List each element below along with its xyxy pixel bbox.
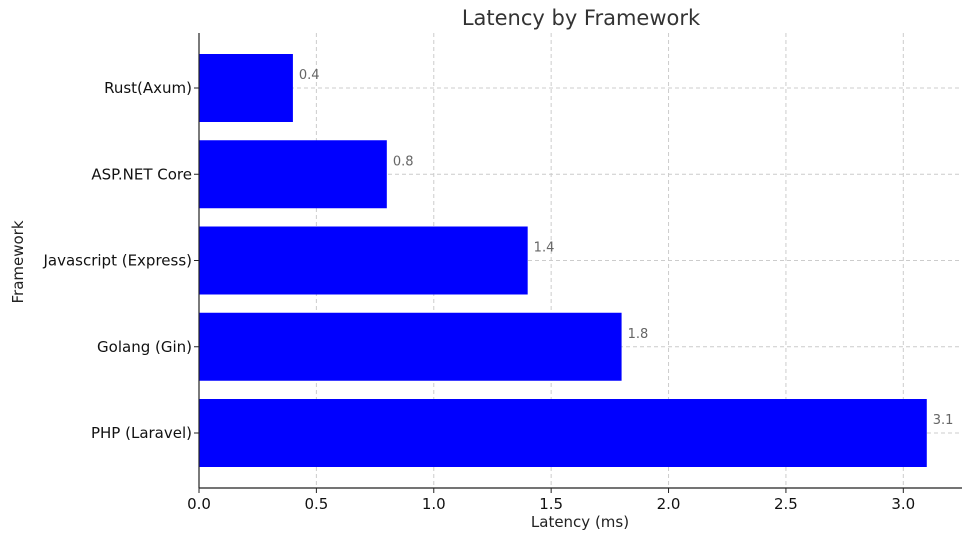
bar <box>199 54 293 122</box>
data-label: 3.1 <box>933 413 954 428</box>
x-tick-label: 2.5 <box>774 495 798 513</box>
category-label: PHP (Laravel) <box>91 424 192 442</box>
category-label: Javascript (Express) <box>42 252 192 270</box>
x-axis-label: Latency (ms) <box>531 513 629 531</box>
bar <box>199 312 622 381</box>
data-label: 0.8 <box>393 154 414 169</box>
category-label: Rust(Axum) <box>104 79 192 97</box>
bar <box>199 399 927 467</box>
axes: 0.0 0.5 1.0 1.5 2.0 2.5 3.0 Rust(Axum) ASP.NET C… <box>42 33 962 513</box>
category-label: ASP.NET Core <box>91 165 192 183</box>
y-axis-label: Framework <box>9 220 27 303</box>
bars: 0.4 0.8 1.4 1.8 3.1 <box>199 54 953 467</box>
x-tick-label: 1.5 <box>539 495 563 513</box>
category-label: Golang (Gin) <box>97 338 192 356</box>
x-tick-label: 1.0 <box>422 495 446 513</box>
data-label: 0.4 <box>299 68 320 83</box>
data-label: 1.4 <box>534 241 555 256</box>
x-tick-label: 3.0 <box>891 495 915 513</box>
data-label: 1.8 <box>628 327 649 342</box>
bar <box>199 140 387 209</box>
x-tick-label: 0.5 <box>304 495 328 513</box>
x-tick-label: 2.0 <box>657 495 681 513</box>
bar <box>199 226 528 295</box>
chart-title: Latency by Framework <box>462 6 701 30</box>
x-tick-label: 0.0 <box>187 495 211 513</box>
